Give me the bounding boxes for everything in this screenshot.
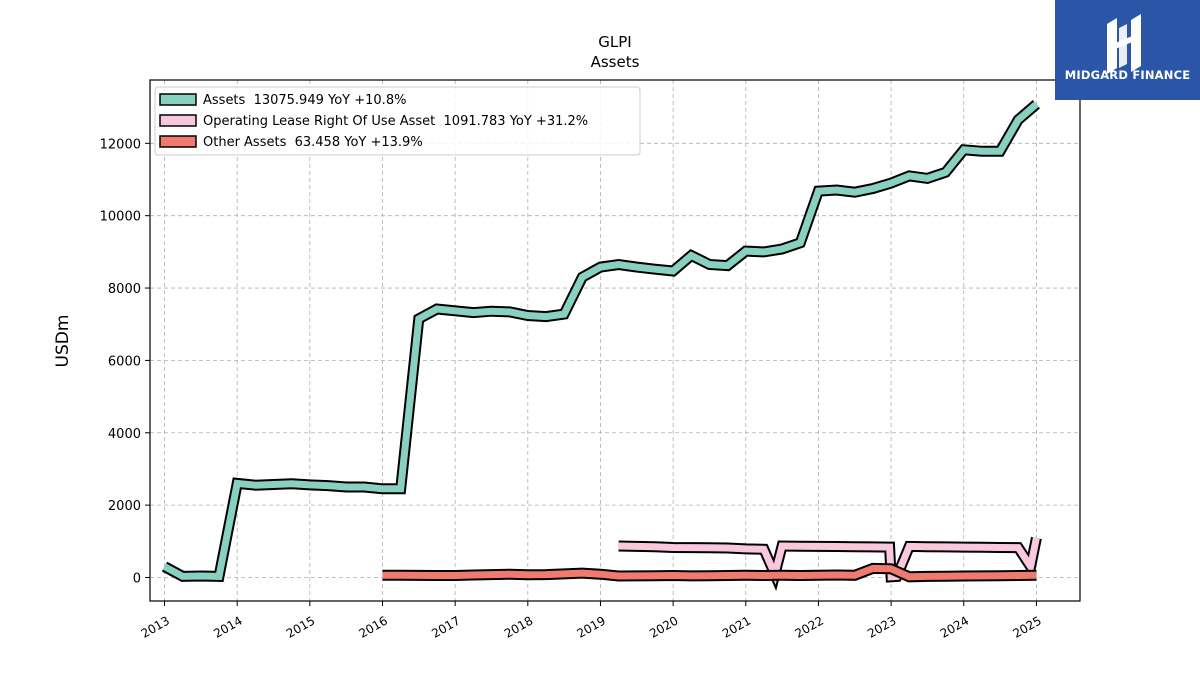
legend-entry-other: Other Assets 63.458 YoY +13.9% [203,135,423,150]
x-tick-label: 2016 [357,613,390,640]
legend-entry-lease: Operating Lease Right Of Use Asset 1091.… [203,114,588,129]
y-tick-label: 2000 [108,499,141,514]
chart-title: GLPI [598,33,631,51]
y-tick-label: 4000 [108,427,141,442]
y-tick-label: 12000 [100,137,141,152]
legend-box [154,86,641,156]
series-line [618,537,1040,585]
legend-swatch-assets [159,93,197,106]
logo-mark-icon [1107,14,1141,74]
plot-frame [149,79,1081,602]
x-tick-label: 2014 [211,613,244,640]
x-tick-label: 2021 [720,613,753,640]
x-tick-label: 2019 [575,613,608,640]
legend-entry-assets: Assets 13075.949 YoY +10.8% [203,93,406,108]
x-tick-label: 2017 [429,613,462,640]
y-tick-label: 6000 [108,354,141,369]
x-tick-label: 2018 [502,613,535,640]
legend-swatch-other [159,135,197,148]
x-tick-label: 2022 [792,613,825,640]
y-tick-label: 8000 [108,282,141,297]
chart-subtitle: Assets [591,53,640,71]
series-layer [161,100,1042,591]
x-tick-label: 2013 [139,613,172,640]
legend: Assets 13075.949 YoY +10.8% Operating Le… [154,86,641,156]
x-tick-label: 2020 [647,613,680,640]
x-tick-label: 2024 [938,613,971,640]
series-line [162,101,1039,580]
series-line [382,564,1037,581]
y-tick-label: 0 [133,571,141,586]
grid [150,80,1080,601]
x-tick-label: 2025 [1010,613,1043,640]
logo-text: MIDGARD FINANCE [1064,68,1191,82]
x-tick-label: 2015 [284,613,317,640]
x-tick-label: 2023 [865,613,898,640]
y-tick-label: 10000 [100,210,141,225]
brand-logo: MIDGARD FINANCE [1055,0,1200,100]
legend-swatch-lease [159,114,197,127]
y-axis-label: USDm [53,315,73,368]
